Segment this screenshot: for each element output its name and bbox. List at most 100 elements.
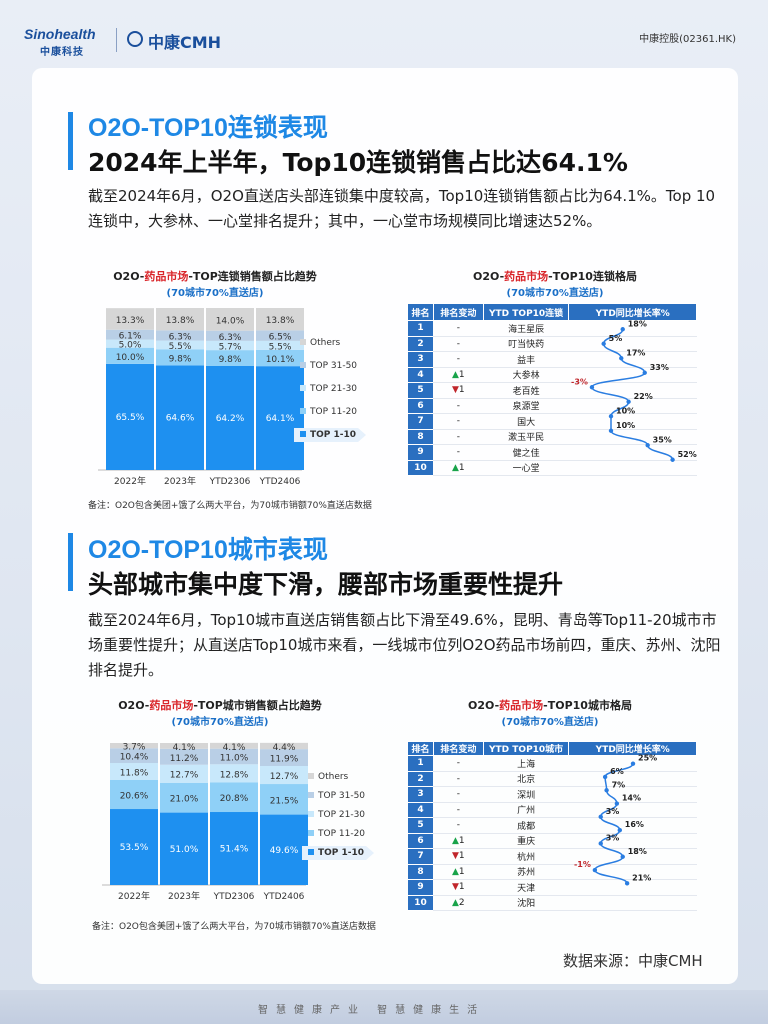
table1-title: O2O-药品市场-TOP10连锁格局 xyxy=(473,270,637,283)
section1-note: 备注：O2O包含美团+饿了么两大平台，为70城市销额70%直送店数据 xyxy=(88,501,372,511)
name-cell: 重庆 xyxy=(483,833,569,849)
sinohealth-logo-cn: 中康科技 xyxy=(40,47,84,58)
bar-others-3 xyxy=(260,742,308,750)
bar-top-31-50-2 xyxy=(210,748,258,765)
x-tick-label: 2022年 xyxy=(118,890,150,902)
growth-cell xyxy=(568,367,697,383)
legend-swatch xyxy=(300,339,306,345)
down-arrow-icon: ▼ xyxy=(452,851,459,862)
legend-highlight xyxy=(294,428,366,442)
rank-change-value: - xyxy=(456,804,460,815)
rank-cell: 6 xyxy=(407,833,434,849)
name-cell: 广州 xyxy=(483,802,569,818)
rank-change-cell: - xyxy=(433,320,484,337)
rank-change-value: - xyxy=(456,323,460,334)
growth-line-chart: 25%6%7%14%3%16%3%18%-1%21% xyxy=(574,754,657,886)
bar-top-11-20-1 xyxy=(160,782,208,813)
column-header: YTD TOP10连锁 xyxy=(482,303,570,321)
rank-cell: 3 xyxy=(407,351,434,368)
table2-subtitle: (70城市70%直送店) xyxy=(501,717,599,728)
bar-top-21-30-1 xyxy=(156,340,204,350)
growth-label: 25% xyxy=(638,754,657,763)
bar-top-21-30-0 xyxy=(106,339,154,348)
growth-cell xyxy=(568,382,697,399)
section1-subtitle: 2024年上半年，Top10连锁销售占比达64.1% xyxy=(88,148,628,177)
data-label: 13.8% xyxy=(266,316,295,326)
down-arrow-icon: ▼ xyxy=(452,385,459,396)
bar-top-1-10-3 xyxy=(256,366,304,470)
bar-top-11-20-3 xyxy=(256,349,304,367)
legend-swatch xyxy=(300,431,306,437)
rank-change-value: 1 xyxy=(458,851,465,862)
data-label: 6.1% xyxy=(119,332,142,342)
rank-change-value: 1 xyxy=(458,866,465,877)
table-row: 4 - 广州 xyxy=(407,802,697,818)
bar-top-21-30-1 xyxy=(160,764,208,783)
growth-point-9 xyxy=(624,881,630,886)
x-tick-label: 2023年 xyxy=(168,890,200,902)
table-row: 1 - 海王星辰 xyxy=(407,320,697,337)
cmh-logo-icon xyxy=(127,31,143,47)
legend-label: TOP 11-20 xyxy=(309,407,357,417)
rank-change-cell: ▼1 xyxy=(433,879,484,896)
table-row: 8 - 漱玉平民 xyxy=(407,429,697,445)
growth-point-1 xyxy=(602,774,608,780)
rank-change-value: 1 xyxy=(458,835,465,846)
data-label: 9.8% xyxy=(219,355,242,365)
growth-label: 6% xyxy=(610,767,624,776)
legend-swatch xyxy=(300,385,306,391)
bar-top-31-50-1 xyxy=(156,330,204,341)
table2-title: O2O-药品市场-TOP10城市格局 xyxy=(468,699,632,712)
bar-top-31-50-1 xyxy=(160,748,208,765)
cmh-logo: 中康CMH xyxy=(148,33,222,52)
legend-label: TOP 11-20 xyxy=(317,829,365,839)
table-row: 5 - 成都 xyxy=(407,817,697,834)
bar-top-1-10-0 xyxy=(106,363,154,470)
data-label: 11.8% xyxy=(120,768,149,778)
bar-top-11-20-2 xyxy=(210,782,258,813)
bar-top-21-30-3 xyxy=(260,766,308,785)
chart2-stacked-bar: 53.5% 20.6% 11.8% 10.4%3.7% 2022年 51.0% 21.0% 1… xyxy=(102,742,374,902)
growth-point-4 xyxy=(589,385,595,390)
logo-divider xyxy=(116,28,117,52)
name-cell: 国大 xyxy=(483,413,569,430)
growth-line xyxy=(594,763,634,884)
table-row: 8 ▲1 苏州 xyxy=(407,864,697,880)
growth-cell xyxy=(568,398,697,414)
section2-note: 备注：O2O包含美团+饿了么两大平台，为70城市销额70%直送店数据 xyxy=(92,922,376,932)
bar-others-0 xyxy=(106,308,154,330)
growth-cell xyxy=(568,413,697,430)
up-arrow-icon: ▲ xyxy=(452,835,459,846)
chart2-subtitle: (70城市70%直送店) xyxy=(171,717,269,728)
growth-point-3 xyxy=(614,801,620,806)
bar-top-1-10-1 xyxy=(160,812,208,885)
rank-cell: 8 xyxy=(407,429,434,445)
data-label: 51.0% xyxy=(170,845,199,855)
rank-change-cell: - xyxy=(433,755,484,772)
growth-cell xyxy=(568,848,697,865)
legend-swatch xyxy=(308,773,314,779)
footer-band xyxy=(0,990,768,1024)
x-tick-label: YTD2306 xyxy=(209,477,251,487)
growth-label: -3% xyxy=(571,377,588,386)
data-label: 11.2% xyxy=(170,754,199,764)
column-header: YTD同比增长率% xyxy=(568,741,697,756)
rank-change-value: - xyxy=(456,447,460,458)
rank-change-value: - xyxy=(456,431,460,442)
x-tick-label: YTD2306 xyxy=(213,892,255,902)
data-label: 5.5% xyxy=(169,342,192,352)
growth-cell xyxy=(568,336,697,352)
column-header: YTD TOP10城市 xyxy=(482,741,570,756)
name-cell: 泉源堂 xyxy=(483,398,569,414)
rank-cell: 2 xyxy=(407,771,434,787)
growth-label: 14% xyxy=(622,794,641,803)
data-label: 6.5% xyxy=(269,333,292,343)
data-label: 5.0% xyxy=(119,341,142,351)
bar-others-1 xyxy=(160,743,208,749)
growth-cell xyxy=(568,460,697,476)
data-label: 64.6% xyxy=(166,414,195,424)
data-label: 20.8% xyxy=(220,794,249,804)
chart2-title: O2O-药品市场-TOP城市销售额占比趋势 xyxy=(118,699,322,712)
rank-change-cell: - xyxy=(433,786,484,803)
growth-point-3 xyxy=(642,370,647,375)
